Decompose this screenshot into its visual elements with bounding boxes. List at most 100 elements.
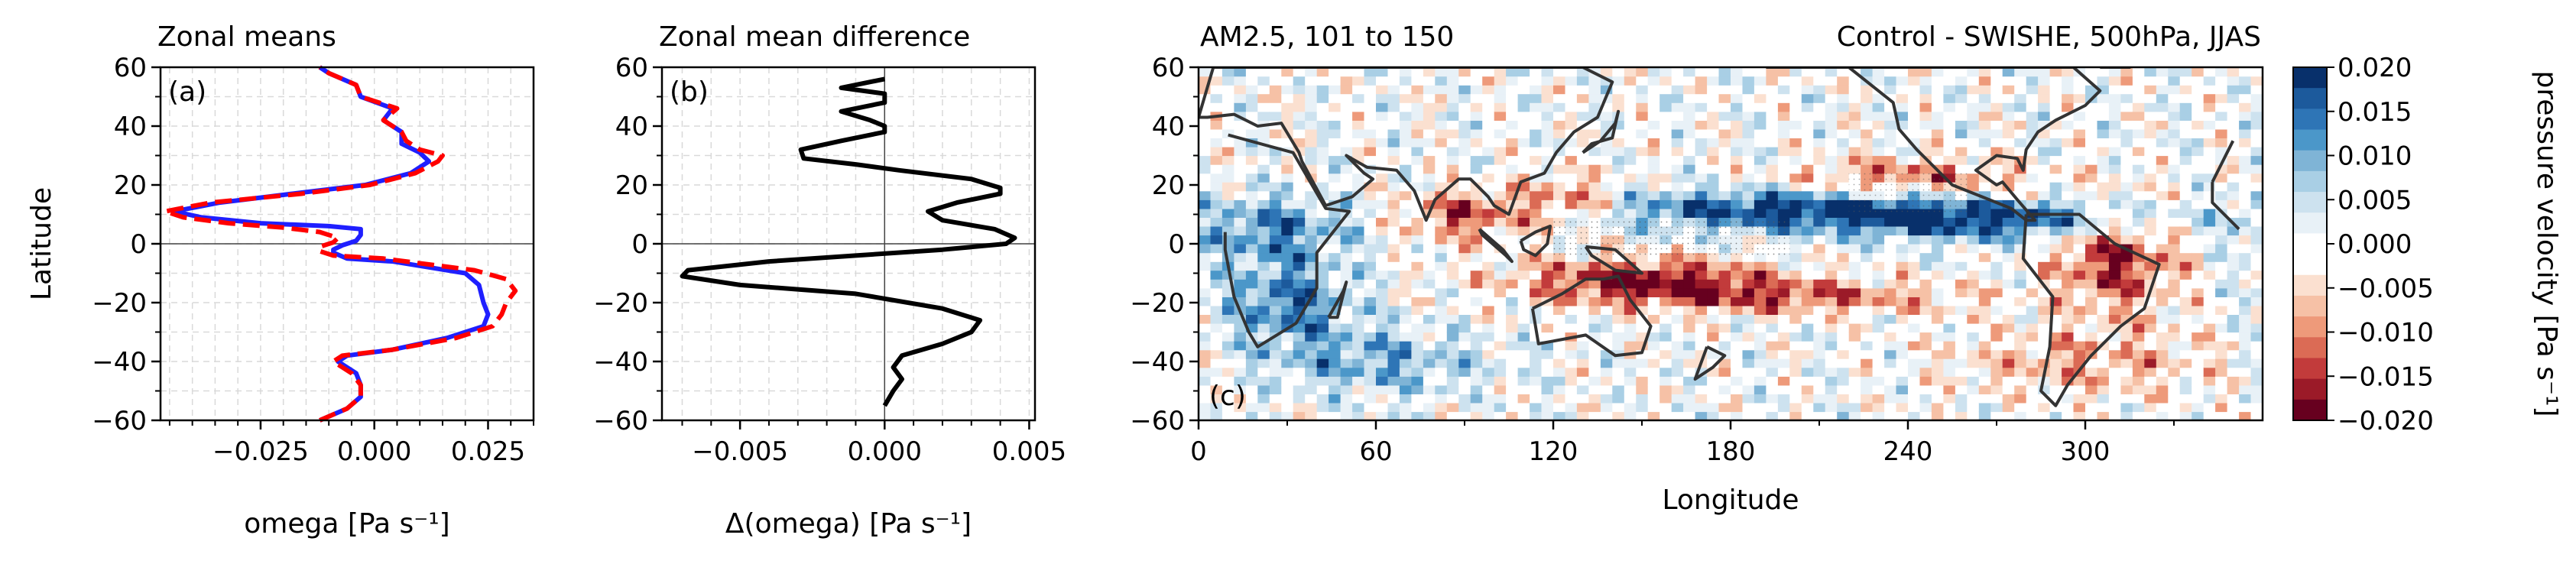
field-cell (1305, 225, 1318, 236)
field-cell (1837, 146, 1850, 157)
field-cell (1435, 199, 1448, 209)
field-cell (1387, 376, 1400, 386)
field-cell (2132, 358, 2145, 368)
field-cell (2239, 208, 2252, 218)
field-cell (2215, 120, 2228, 130)
field-cell (1329, 76, 1342, 86)
field-cell (1411, 287, 1424, 297)
field-cell (1199, 225, 1212, 236)
field-cell (1411, 402, 1424, 413)
field-cell (2215, 76, 2228, 86)
field-cell (1695, 305, 1708, 315)
field-cell (2097, 402, 2110, 413)
field-cell (1494, 341, 1507, 351)
field-cell (1801, 173, 1814, 183)
field-cell (2120, 270, 2133, 280)
field-cell (2132, 225, 2145, 236)
field-cell (1636, 376, 1649, 386)
field-cell (1541, 270, 1554, 280)
field-cell (1458, 376, 1471, 386)
field-cell (1978, 85, 1991, 95)
field-cell (1588, 102, 1601, 112)
field-cell (2250, 287, 2263, 297)
field-cell (1530, 85, 1543, 95)
field-cell (1659, 402, 1672, 413)
c-xtick-label: 300 (2061, 436, 2110, 467)
field-cell (1530, 102, 1543, 112)
field-cell (1624, 199, 1637, 209)
field-cell (1967, 182, 1980, 192)
field-cell (2108, 376, 2121, 386)
field-cell (2002, 208, 2015, 218)
field-cell (1612, 394, 1625, 404)
field-cell (1411, 67, 1424, 77)
field-cell (2227, 76, 2240, 86)
field-cell (1848, 358, 1861, 368)
field-cell (1340, 173, 1353, 183)
field-cell (1269, 217, 1282, 227)
field-cell (1955, 120, 1968, 130)
field-cell (1506, 225, 1519, 236)
field-cell (1861, 402, 1874, 413)
field-cell (1789, 297, 1802, 306)
field-cell (1659, 67, 1672, 77)
field-cell (2073, 85, 2086, 95)
field-cell (1506, 76, 1519, 86)
field-cell (1837, 349, 1850, 359)
field-cell (2120, 120, 2133, 130)
field-cell (1955, 146, 1968, 157)
field-cell (2239, 332, 2252, 342)
field-cell (1458, 164, 1471, 174)
field-cell (1600, 314, 1613, 324)
field-cell (2120, 217, 2133, 227)
field-cell (1376, 182, 1389, 192)
field-cell (1801, 270, 1814, 280)
field-cell (1861, 376, 1874, 386)
field-cell (1305, 67, 1318, 77)
field-cell (1199, 261, 1212, 271)
field-cell (2085, 367, 2098, 377)
field-cell (2250, 314, 2263, 324)
panel-b-title: Zonal mean difference (659, 21, 970, 53)
field-cell (1423, 76, 1436, 86)
colorbar-tick-label: −0.020 (2338, 406, 2434, 436)
field-cell (1553, 128, 1566, 138)
field-cell (2179, 182, 2192, 192)
field-cell (2168, 120, 2181, 130)
field-cell (1731, 270, 1744, 280)
field-cell (1210, 384, 1223, 394)
field-cell (1837, 93, 1850, 103)
field-cell (1269, 367, 1282, 377)
field-cell (1766, 287, 1779, 297)
colorbar-level (2293, 233, 2327, 255)
field-cell (1340, 261, 1353, 271)
field-cell (1848, 244, 1861, 254)
field-cell (2049, 76, 2062, 86)
field-cell (2144, 305, 2157, 315)
field-cell (1612, 93, 1625, 103)
field-cell (2250, 270, 2263, 280)
field-cell (1931, 235, 1944, 245)
field-cell (1257, 76, 1270, 86)
field-cell (2168, 128, 2181, 138)
field-cell (1848, 394, 1861, 404)
field-cell (2250, 182, 2263, 192)
field-cell (1754, 199, 1767, 209)
field-cell (1718, 323, 1731, 333)
field-cell (2179, 111, 2192, 121)
field-cell (1494, 367, 1507, 377)
field-cell (1423, 128, 1436, 138)
field-cell (1990, 367, 2003, 377)
field-cell (1423, 411, 1436, 420)
field-cell (1565, 305, 1578, 315)
field-cell (2108, 111, 2121, 121)
field-cell (1305, 128, 1318, 138)
field-cell (1896, 402, 1909, 413)
field-cell (1695, 314, 1708, 324)
field-cell (1399, 190, 1412, 200)
field-cell (1411, 376, 1424, 386)
field-cell (1340, 164, 1353, 174)
field-cell (1470, 138, 1483, 147)
field-cell (1742, 341, 1755, 351)
